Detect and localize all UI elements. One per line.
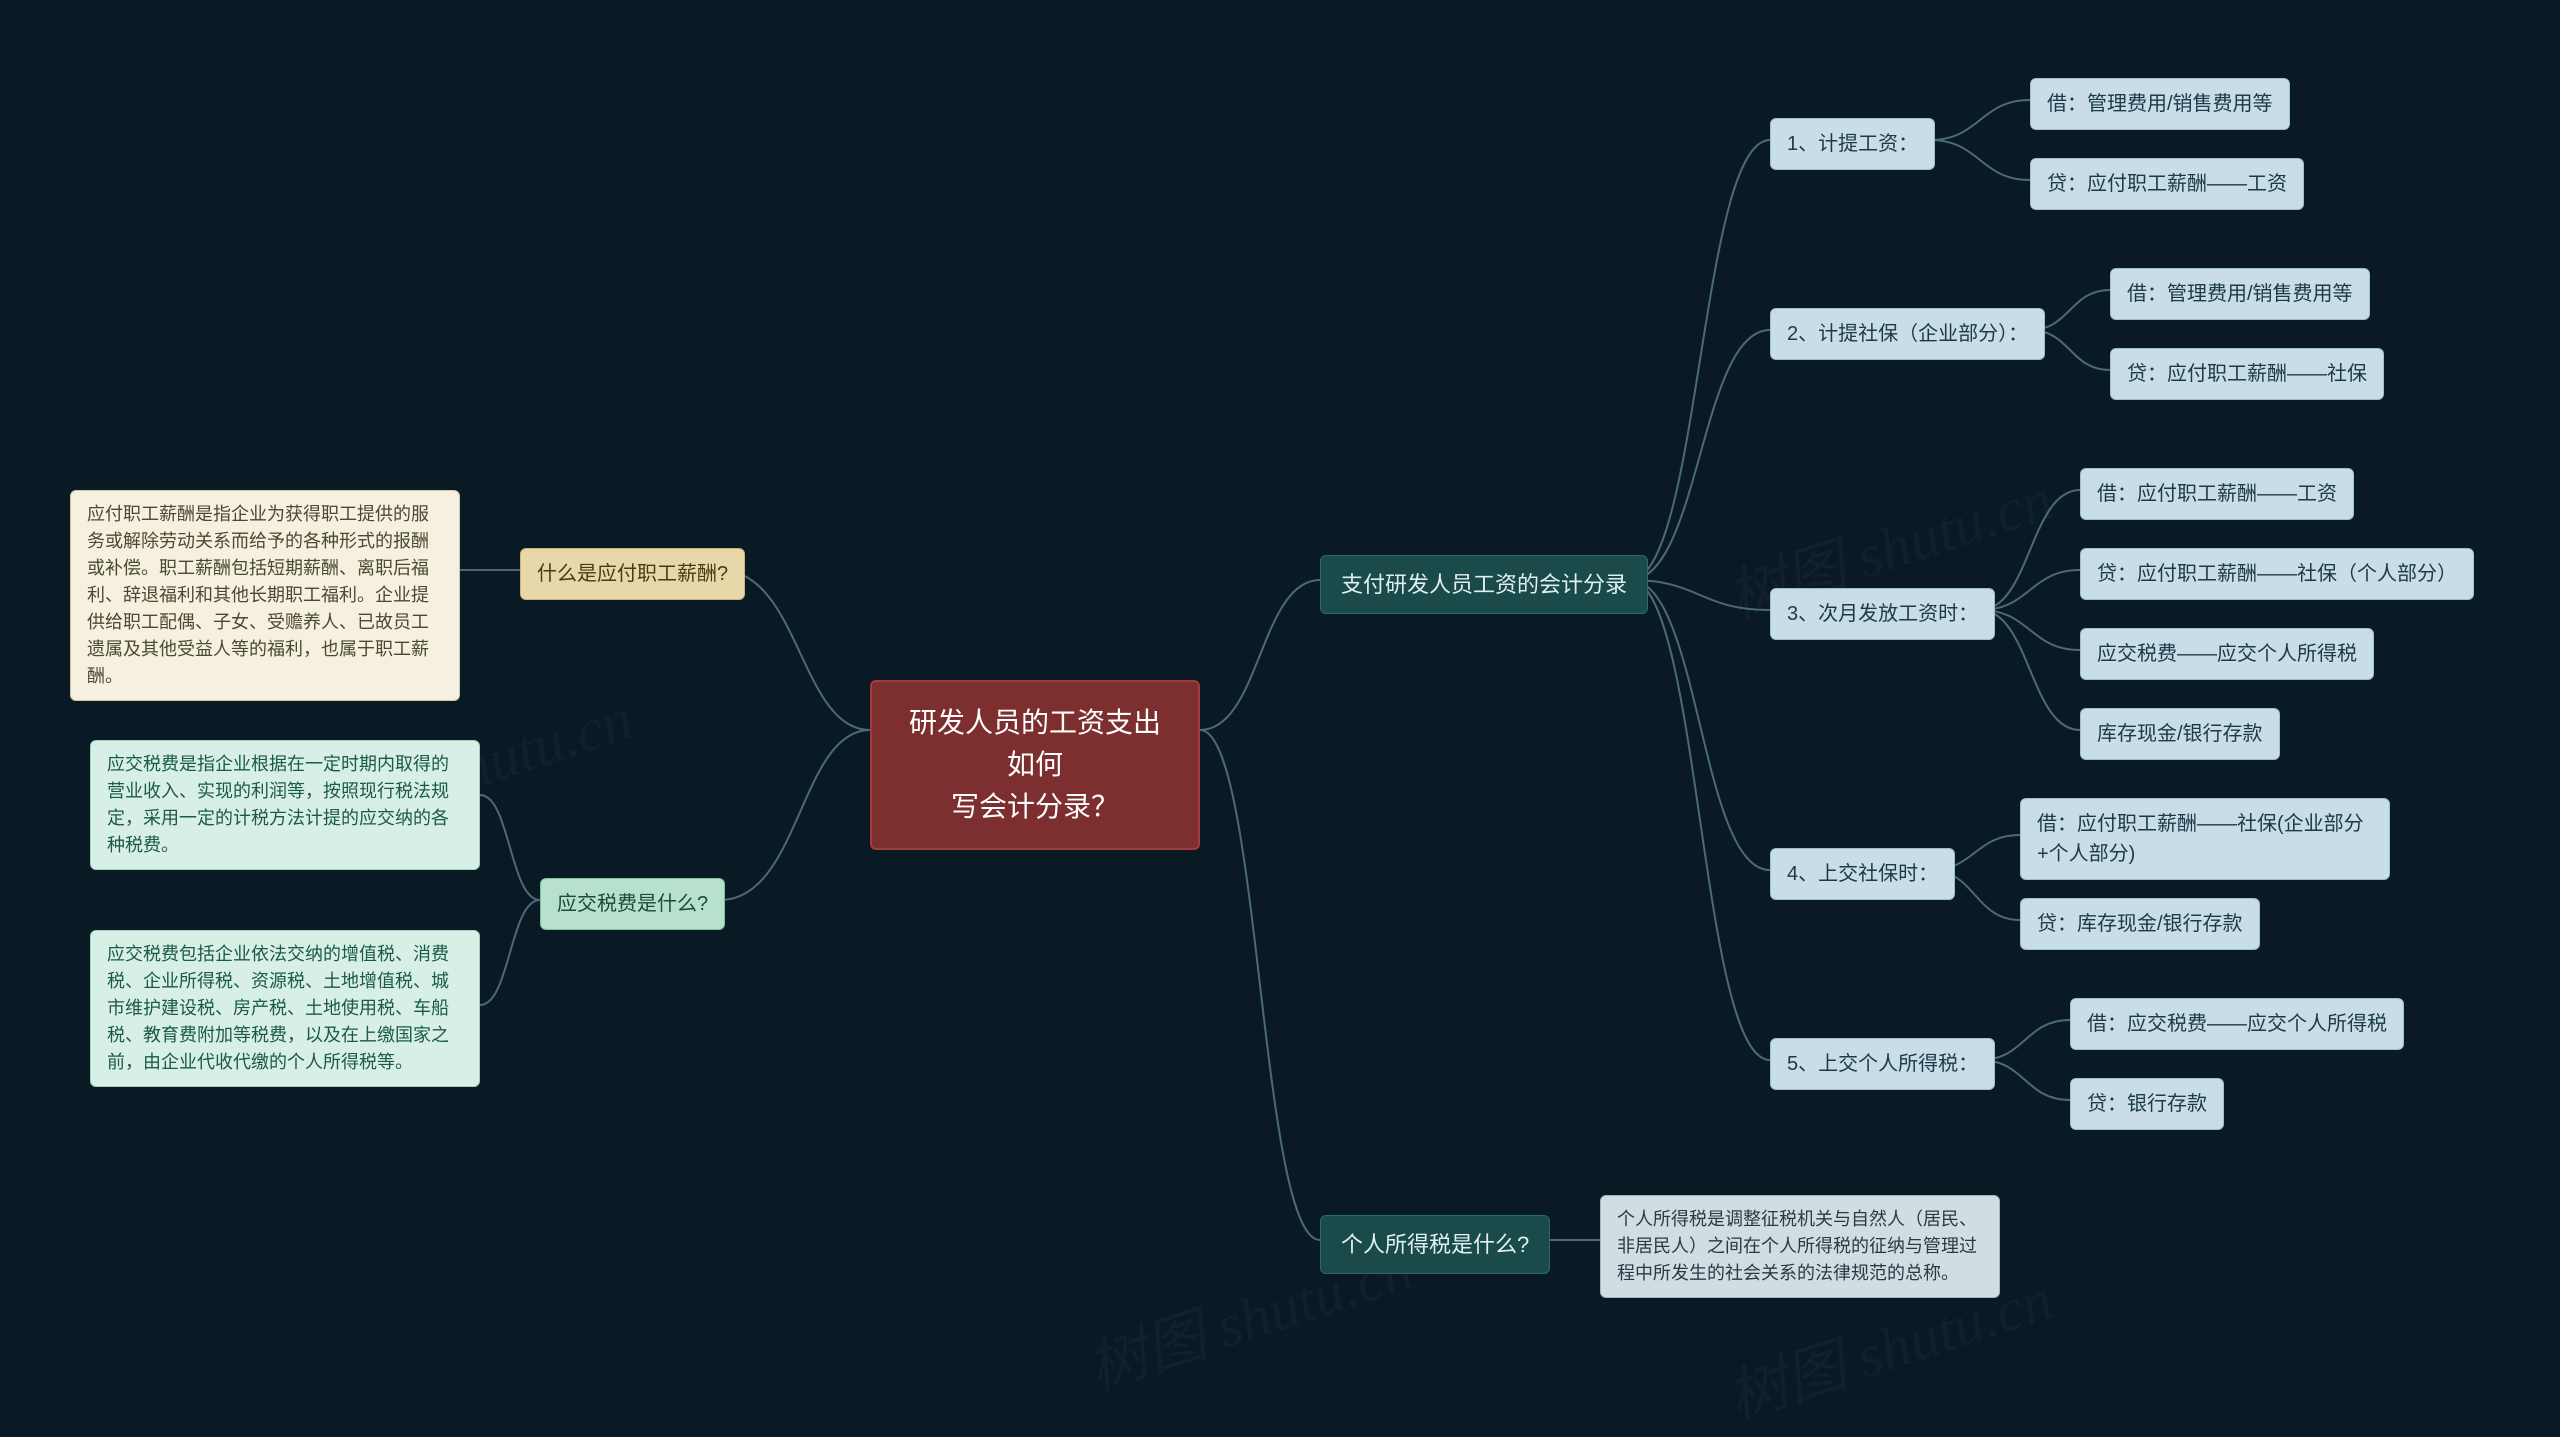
branch-label: 支付研发人员工资的会计分录 [1341,572,1627,597]
branch-label: 什么是应付职工薪酬? [537,563,728,585]
leaf-text: 贷：应付职工薪酬——工资 [2047,173,2287,195]
leaf-text: 库存现金/银行存款 [2097,723,2263,745]
leaf-text: 借：管理费用/销售费用等 [2127,283,2353,305]
desc-text: 应付职工薪酬是指企业为获得职工提供的服务或解除劳动关系而给予的各种形式的报酬或补… [87,504,429,686]
step-label: 3、次月发放工资时： [1787,603,1978,625]
leaf-node: 贷：应付职工薪酬——工资 [2030,158,2304,210]
leaf-text: 借：应付职工薪酬——工资 [2097,483,2337,505]
leaf-node: 应交税费——应交个人所得税 [2080,628,2374,680]
leaf-node: 贷：应付职工薪酬——社保（个人部分） [2080,548,2474,600]
desc-text: 个人所得税是调整征税机关与自然人（居民、非居民人）之间在个人所得税的征纳与管理过… [1617,1209,1977,1283]
desc-tax-payable-2: 应交税费包括企业依法交纳的增值税、消费税、企业所得税、资源税、土地增值税、城市维… [90,930,480,1087]
branch-employee-compensation: 什么是应付职工薪酬? [520,548,745,600]
step-label: 1、计提工资： [1787,133,1918,155]
branch-payroll-entries: 支付研发人员工资的会计分录 [1320,555,1648,614]
branch-label: 个人所得税是什么? [1341,1232,1529,1257]
leaf-text: 贷：银行存款 [2087,1093,2207,1115]
leaf-node: 借：管理费用/销售费用等 [2110,268,2370,320]
desc-income-tax: 个人所得税是调整征税机关与自然人（居民、非居民人）之间在个人所得税的征纳与管理过… [1600,1195,2000,1298]
leaf-node: 贷：库存现金/银行存款 [2020,898,2260,950]
root-node: 研发人员的工资支出如何写会计分录？ [870,680,1200,850]
step-label: 2、计提社保（企业部分）： [1787,323,2028,345]
desc-tax-payable-1: 应交税费是指企业根据在一定时期内取得的营业收入、实现的利润等，按照现行税法规定，… [90,740,480,870]
leaf-node: 贷：应付职工薪酬——社保 [2110,348,2384,400]
step-3-pay-salary: 3、次月发放工资时： [1770,588,1995,640]
branch-income-tax-def: 个人所得税是什么? [1320,1215,1550,1274]
step-label: 4、上交社保时： [1787,863,1938,885]
branch-tax-payable: 应交税费是什么? [540,878,725,930]
leaf-node: 借：管理费用/销售费用等 [2030,78,2290,130]
leaf-text: 借：应付职工薪酬——社保(企业部分+个人部分) [2037,813,2364,865]
step-2-accrue-social: 2、计提社保（企业部分）： [1770,308,2045,360]
leaf-text: 贷：应付职工薪酬——社保 [2127,363,2367,385]
desc-text: 应交税费是指企业根据在一定时期内取得的营业收入、实现的利润等，按照现行税法规定，… [107,754,449,855]
leaf-text: 借：管理费用/销售费用等 [2047,93,2273,115]
step-1-accrue-salary: 1、计提工资： [1770,118,1935,170]
desc-employee-compensation: 应付职工薪酬是指企业为获得职工提供的服务或解除劳动关系而给予的各种形式的报酬或补… [70,490,460,701]
leaf-text: 借：应交税费——应交个人所得税 [2087,1013,2387,1035]
step-label: 5、上交个人所得税： [1787,1053,1978,1075]
branch-label: 应交税费是什么? [557,893,708,915]
desc-text: 应交税费包括企业依法交纳的增值税、消费税、企业所得税、资源税、土地增值税、城市维… [107,944,449,1072]
root-label: 研发人员的工资支出如何写会计分录？ [909,707,1161,822]
step-4-pay-social: 4、上交社保时： [1770,848,1955,900]
leaf-node: 借：应付职工薪酬——工资 [2080,468,2354,520]
leaf-text: 贷：应付职工薪酬——社保（个人部分） [2097,563,2457,585]
leaf-text: 贷：库存现金/银行存款 [2037,913,2243,935]
leaf-node: 库存现金/银行存款 [2080,708,2280,760]
leaf-text: 应交税费——应交个人所得税 [2097,643,2357,665]
step-5-pay-income-tax: 5、上交个人所得税： [1770,1038,1995,1090]
leaf-node: 借：应交税费——应交个人所得税 [2070,998,2404,1050]
leaf-node: 借：应付职工薪酬——社保(企业部分+个人部分) [2020,798,2390,880]
leaf-node: 贷：银行存款 [2070,1078,2224,1130]
